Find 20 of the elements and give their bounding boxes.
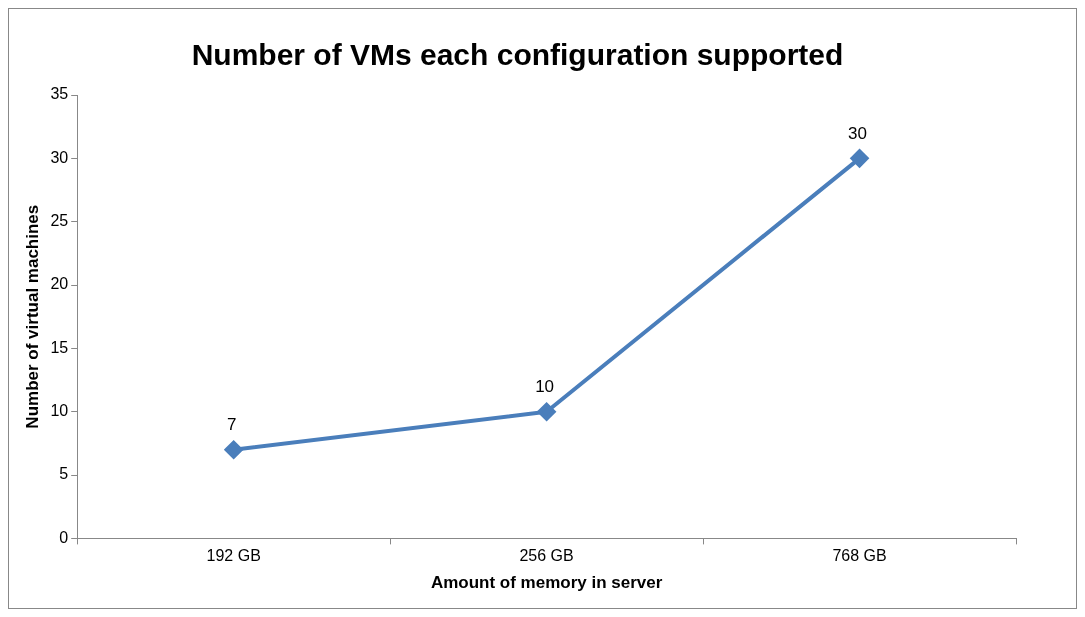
point bbox=[224, 440, 243, 459]
y-tick-label: 0 bbox=[59, 528, 69, 546]
y-tick-label: 25 bbox=[50, 212, 69, 230]
point bbox=[850, 149, 869, 168]
x-tick-label: 768 GB bbox=[832, 547, 887, 565]
data-label: 7 bbox=[226, 414, 237, 434]
y-tick-label: 10 bbox=[50, 402, 69, 420]
y-tick-label: 30 bbox=[50, 148, 69, 166]
y-tick-label: 35 bbox=[50, 85, 69, 103]
x-tick-label: 192 GB bbox=[206, 547, 261, 565]
chart-title: Number of VMs each configuration supported bbox=[191, 38, 844, 72]
x-tick-label: 256 GB bbox=[519, 547, 574, 565]
point bbox=[537, 402, 556, 421]
y-axis-title: Number of virtual machines bbox=[22, 204, 42, 429]
x-axis-title: Amount of memory in server bbox=[430, 573, 663, 593]
data-label: 10 bbox=[535, 376, 555, 396]
y-tick-label: 5 bbox=[59, 465, 69, 483]
y-tick-label: 20 bbox=[50, 275, 69, 293]
y-tick-label: 15 bbox=[50, 338, 69, 356]
data-label: 30 bbox=[848, 123, 867, 143]
